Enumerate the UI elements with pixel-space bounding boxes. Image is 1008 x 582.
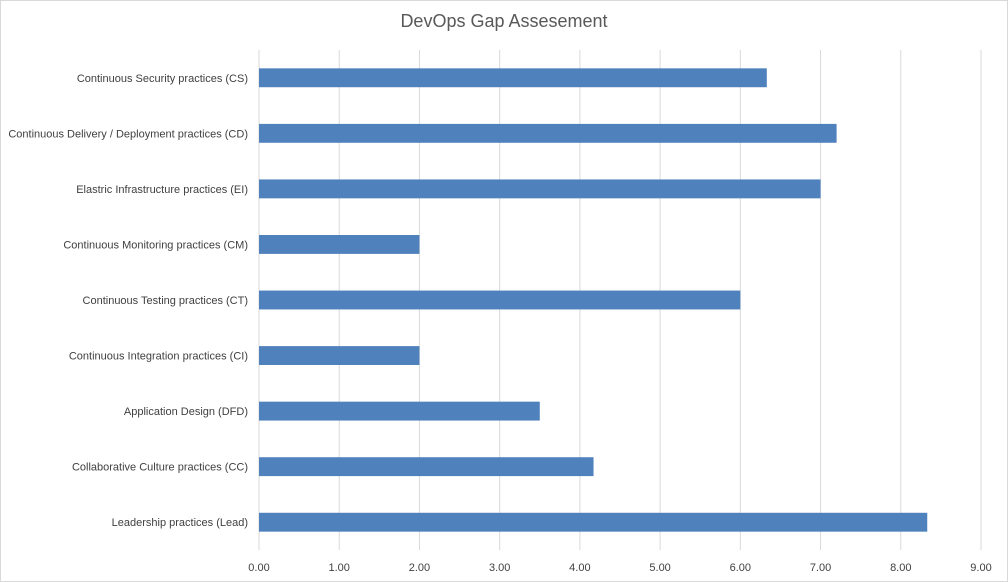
category-label: Continuous Delivery / Deployment practic… xyxy=(8,128,248,140)
category-label: Continuous Security practices (CS) xyxy=(77,73,248,85)
x-tick-label: 3.00 xyxy=(489,562,510,574)
x-tick-label: 0.00 xyxy=(248,562,269,574)
bar xyxy=(259,290,741,310)
category-label: Leadership practices (Lead) xyxy=(112,517,248,529)
bar xyxy=(259,123,837,143)
bar xyxy=(259,346,420,365)
bar xyxy=(259,68,767,88)
x-tick-label: 1.00 xyxy=(329,562,350,574)
x-tick-label: 9.00 xyxy=(970,562,991,574)
category-label: Continuous Integration practices (CI) xyxy=(69,351,248,363)
category-label: Collaborative Culture practices (CC) xyxy=(72,462,248,474)
x-tick-label: 7.00 xyxy=(810,562,831,574)
category-label: Elastric Infrastructure practices (EI) xyxy=(76,184,248,196)
x-tick-label: 4.00 xyxy=(569,562,590,574)
x-tick-label: 6.00 xyxy=(730,562,751,574)
x-tick-label: 2.00 xyxy=(409,562,430,574)
category-label: Continuous Testing practices (CT) xyxy=(83,295,248,307)
bar xyxy=(259,179,821,199)
x-tick-label: 8.00 xyxy=(890,562,911,574)
bar xyxy=(259,401,540,421)
bar xyxy=(259,235,420,254)
x-tick-label: 5.00 xyxy=(649,562,670,574)
category-label: Continuous Monitoring practices (CM) xyxy=(63,239,248,251)
bar xyxy=(259,512,928,532)
chart-title: DevOps Gap Assesement xyxy=(400,11,608,31)
category-label: Application Design (DFD) xyxy=(124,406,248,418)
bar xyxy=(259,457,594,477)
